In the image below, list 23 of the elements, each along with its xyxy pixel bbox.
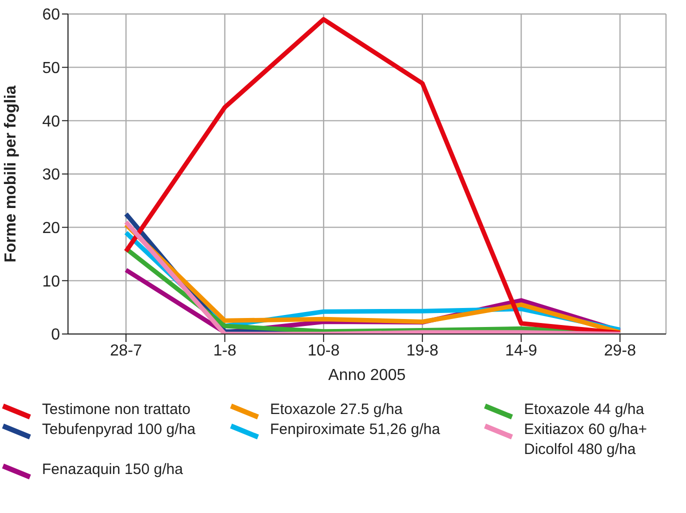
legend-label: Fenpiroximate 51,26 g/ha: [270, 420, 442, 440]
legend-label: Fenazaquin 150 g/ha: [42, 460, 184, 480]
legend-label: Testimone non trattato: [42, 400, 192, 420]
y-axis-title: Forme mobili per foglia: [2, 85, 20, 262]
y-tick-label: 40: [42, 113, 60, 130]
y-tick-label: 30: [42, 166, 60, 184]
x-tick-label: 10-8: [308, 342, 340, 360]
y-tick-label: 0: [51, 326, 60, 344]
legend-label: Exitiazox 60 g/ha+ Dicolfol 480 g/ha: [524, 420, 648, 460]
x-tick-label: 19-8: [406, 342, 439, 360]
legend-label: Etoxazole 44 g/ha: [524, 400, 646, 420]
y-tick-label: 50: [42, 60, 60, 78]
x-tick-label: 1-8: [213, 342, 236, 360]
legend-label: Tebufenpyrad 100 g/ha: [42, 420, 196, 440]
x-tick-label: 14-9: [505, 342, 538, 360]
legend-label: Etoxazole 27.5 g/ha: [270, 400, 404, 420]
x-axis-title: Anno 2005: [328, 367, 406, 384]
y-tick-label: 20: [42, 220, 60, 238]
line-series: [124, 17, 622, 334]
x-tick-label: 29-8: [604, 342, 636, 360]
y-tick-label: 10: [42, 273, 60, 290]
x-tick-label: 28-7: [110, 342, 142, 360]
y-tick-label: 60: [42, 6, 60, 24]
